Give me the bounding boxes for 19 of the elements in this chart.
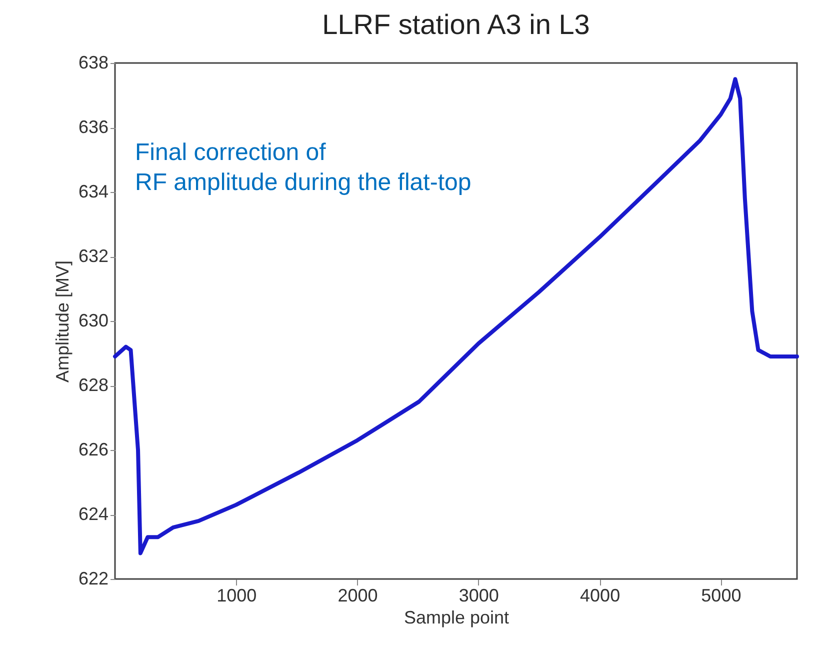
y-tick-label: 626 bbox=[78, 440, 108, 460]
x-tick-label: 1000 bbox=[216, 586, 257, 606]
y-tick-label: 630 bbox=[78, 310, 108, 330]
y-tick-label: 622 bbox=[78, 568, 108, 588]
y-tick-label: 632 bbox=[78, 246, 108, 266]
y-axis-title: Amplitude [MV] bbox=[52, 260, 72, 383]
x-tick-label: 3000 bbox=[458, 586, 499, 606]
y-tick-label: 624 bbox=[78, 504, 108, 524]
y-tick-label: 634 bbox=[78, 182, 108, 202]
x-tick-label: 2000 bbox=[338, 586, 378, 606]
chart-title: LLRF station A3 in L3 bbox=[322, 9, 590, 40]
y-tick-label: 636 bbox=[78, 117, 108, 137]
line-series bbox=[113, 77, 799, 556]
x-axis-title: Sample point bbox=[404, 608, 510, 628]
x-tick-label: 4000 bbox=[580, 586, 620, 606]
x-tick-label: 5000 bbox=[701, 586, 742, 606]
y-tick-label: 628 bbox=[78, 375, 108, 395]
y-tick-label: 638 bbox=[78, 52, 108, 72]
annotation: Final correction of RF amplitude during the flat-top bbox=[135, 139, 472, 196]
